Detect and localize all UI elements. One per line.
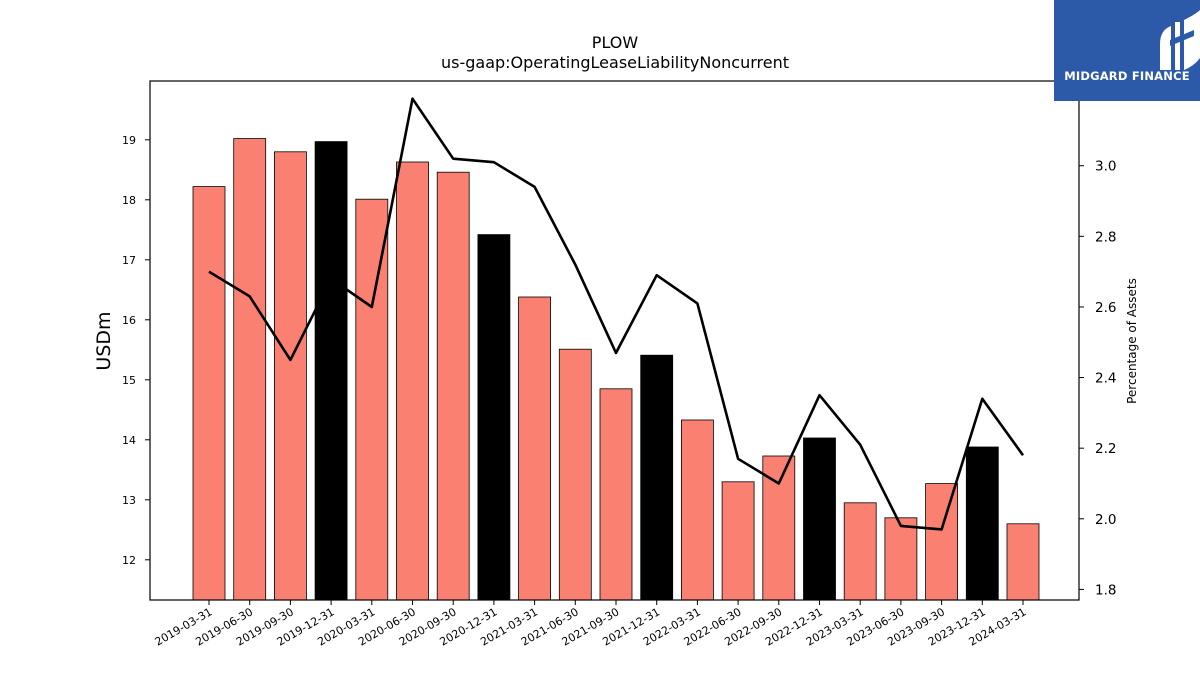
line-path: [208, 97, 1025, 531]
y2-tick-label: 2.4: [1095, 371, 1116, 387]
y2-tick-label: 2.8: [1095, 229, 1116, 245]
bar: [558, 348, 592, 601]
bar: [640, 354, 674, 601]
y2-tick-label: 2.0: [1095, 512, 1116, 528]
y-axis-left: 12 13 14 15 16 17 18 19: [122, 134, 150, 567]
y-tick-label: 15: [122, 374, 136, 387]
bar: [884, 517, 918, 601]
y-tick-label: 14: [122, 434, 136, 447]
y-tick-label: 13: [122, 494, 136, 507]
brand-logo: MIDGARD FINANCE: [1054, 0, 1200, 101]
bar: [721, 481, 755, 601]
y2-tick-label: 3.0: [1095, 159, 1116, 175]
y-tick-label: 18: [122, 194, 136, 207]
bar: [477, 234, 511, 601]
y-tick-label: 12: [122, 554, 136, 567]
y2-tick-label: 2.2: [1095, 441, 1116, 457]
y2-axis-label: Percentage of Assets: [1125, 278, 1139, 404]
y-axis-right: 1.8 2.0 2.2 2.4 2.6 2.8 3.0: [1079, 159, 1116, 598]
brand-name: MIDGARD FINANCE: [1064, 69, 1190, 83]
y2-tick-label: 2.6: [1095, 300, 1116, 316]
bar: [314, 141, 348, 601]
y-tick-label: 16: [122, 314, 136, 327]
brand-mark-icon: [1160, 10, 1200, 70]
y-tick-label: 19: [122, 134, 136, 147]
y2-tick-label: 1.8: [1095, 582, 1116, 598]
chart-title: PLOW: [592, 33, 639, 52]
bar: [396, 161, 429, 601]
bar: [192, 186, 226, 601]
bar: [762, 455, 796, 601]
bar: [843, 502, 877, 601]
plot-frame: [149, 80, 1080, 601]
bar: [233, 138, 267, 601]
bar-series: [192, 138, 1040, 601]
bar: [273, 151, 307, 601]
x-axis: 2019-03-312019-06-302019-09-302019-12-31…: [153, 600, 1029, 649]
bar: [803, 437, 836, 601]
bar: [599, 388, 633, 601]
y-axis-label: USDm: [93, 311, 115, 370]
bar: [518, 296, 551, 601]
line-series: [208, 97, 1025, 531]
bar: [1006, 523, 1040, 601]
bar: [436, 171, 470, 601]
bar: [355, 198, 389, 601]
bar: [965, 446, 999, 601]
bar: [925, 483, 958, 601]
bar: [681, 419, 714, 601]
y-tick-label: 17: [122, 254, 136, 267]
chart-subtitle: us-gaap:OperatingLeaseLiabilityNoncurren…: [441, 53, 789, 72]
